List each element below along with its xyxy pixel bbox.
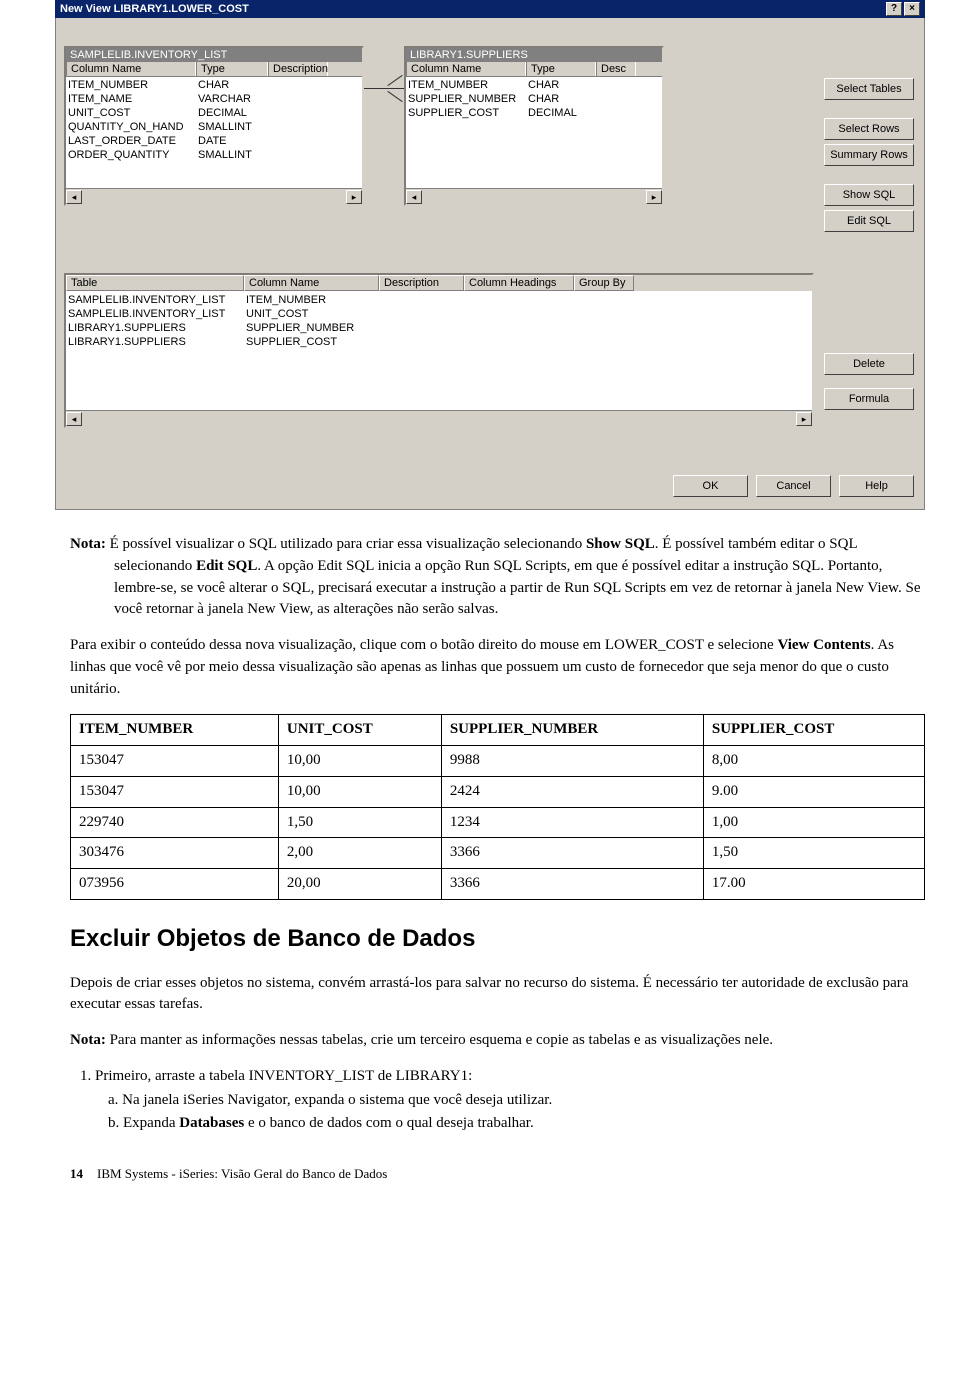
column-header[interactable]: Column Headings xyxy=(464,275,574,291)
column-header[interactable]: Column Name xyxy=(406,62,526,76)
panel-rows[interactable]: ITEM_NUMBERCHARSUPPLIER_NUMBERCHARSUPPLI… xyxy=(406,77,662,121)
scrollbar-horizontal[interactable]: ◂ ▸ xyxy=(66,410,812,426)
table-header-row: ITEM_NUMBERUNIT_COSTSUPPLIER_NUMBERSUPPL… xyxy=(71,715,925,746)
join-connector-line xyxy=(387,75,402,86)
suppliers-panel: LIBRARY1.SUPPLIERS Column NameTypeDesc I… xyxy=(404,46,664,206)
close-icon[interactable]: × xyxy=(904,2,920,16)
column-header[interactable]: Table xyxy=(66,275,244,291)
table-row: 2297401,5012341,00 xyxy=(71,807,925,838)
scrollbar-horizontal[interactable]: ◂ ▸ xyxy=(406,188,662,204)
help-button[interactable]: Help xyxy=(839,475,914,497)
column-header[interactable]: Column Name xyxy=(244,275,379,291)
select-rows-button[interactable]: Select Rows xyxy=(824,118,914,140)
body-paragraph: Para exibir o conteúdo dessa nova visual… xyxy=(70,635,925,700)
formula-button[interactable]: Formula xyxy=(824,388,914,410)
table-header-cell: UNIT_COST xyxy=(278,715,441,746)
page-number: 14 xyxy=(70,1166,83,1181)
delete-button[interactable]: Delete xyxy=(824,353,914,375)
nota-label: Nota: xyxy=(70,536,106,552)
dialog-buttons: OK Cancel Help xyxy=(673,475,914,497)
grid-rows[interactable]: SAMPLELIB.INVENTORY_LISTITEM_NUMBERSAMPL… xyxy=(66,291,812,351)
step-subitem: b. Expanda Databases e o banco de dados … xyxy=(70,1113,925,1135)
table-row: 07395620,00336617.00 xyxy=(71,869,925,900)
scroll-left-icon[interactable]: ◂ xyxy=(66,412,82,426)
panel-title: LIBRARY1.SUPPLIERS xyxy=(406,48,662,62)
window-title: New View LIBRARY1.LOWER_COST xyxy=(60,3,884,15)
titlebar: New View LIBRARY1.LOWER_COST ? × xyxy=(55,0,925,18)
grid-header: TableColumn NameDescriptionColumn Headin… xyxy=(66,275,812,291)
column-header[interactable]: Description xyxy=(268,62,328,76)
column-header[interactable]: Desc xyxy=(596,62,636,76)
page-footer: 14 IBM Systems - iSeries: Visão Geral do … xyxy=(70,1165,925,1184)
cancel-button[interactable]: Cancel xyxy=(756,475,831,497)
panel-header: Column NameTypeDescription xyxy=(66,62,362,77)
table-row: 15304710,0024249.00 xyxy=(71,776,925,807)
table-row[interactable]: ORDER_QUANTITYSMALLINT xyxy=(68,148,360,162)
table-row[interactable]: UNIT_COSTDECIMAL xyxy=(68,106,360,120)
table-row[interactable]: SUPPLIER_NUMBERCHAR xyxy=(408,92,660,106)
column-header[interactable]: Type xyxy=(526,62,596,76)
inventory-list-panel: SAMPLELIB.INVENTORY_LIST Column NameType… xyxy=(64,46,364,206)
help-icon[interactable]: ? xyxy=(886,2,902,16)
table-row[interactable]: SAMPLELIB.INVENTORY_LISTITEM_NUMBER xyxy=(68,293,810,307)
selected-columns-grid: TableColumn NameDescriptionColumn Headin… xyxy=(64,273,814,428)
document-content: Nota: É possível visualizar o SQL utiliz… xyxy=(70,534,925,1184)
nota-label: Nota: xyxy=(70,1032,106,1048)
new-view-dialog: New View LIBRARY1.LOWER_COST ? × SAMPLEL… xyxy=(55,0,925,510)
scrollbar-horizontal[interactable]: ◂ ▸ xyxy=(66,188,362,204)
nota-paragraph: Nota: Para manter as informações nessas … xyxy=(70,1030,925,1052)
step-subitem: a. Na janela iSeries Navigator, expanda … xyxy=(70,1090,925,1112)
summary-rows-button[interactable]: Summary Rows xyxy=(824,144,914,166)
panel-title: SAMPLELIB.INVENTORY_LIST xyxy=(66,48,362,62)
step-item: 1. Primeiro, arraste a tabela INVENTORY_… xyxy=(70,1066,925,1088)
table-header-cell: ITEM_NUMBER xyxy=(71,715,279,746)
table-header-cell: SUPPLIER_NUMBER xyxy=(441,715,703,746)
dialog-body: SAMPLELIB.INVENTORY_LIST Column NameType… xyxy=(55,18,925,510)
table-row[interactable]: ITEM_NAMEVARCHAR xyxy=(68,92,360,106)
table-header-cell: SUPPLIER_COST xyxy=(703,715,924,746)
results-table: ITEM_NUMBERUNIT_COSTSUPPLIER_NUMBERSUPPL… xyxy=(70,714,925,900)
nota-paragraph: Nota: É possível visualizar o SQL utiliz… xyxy=(70,534,925,621)
table-row[interactable]: LAST_ORDER_DATEDATE xyxy=(68,134,360,148)
table-row[interactable]: SUPPLIER_COSTDECIMAL xyxy=(408,106,660,120)
numbered-steps: 1. Primeiro, arraste a tabela INVENTORY_… xyxy=(70,1066,925,1135)
select-tables-button[interactable]: Select Tables xyxy=(824,78,914,100)
panel-header: Column NameTypeDesc xyxy=(406,62,662,77)
table-row[interactable]: ITEM_NUMBERCHAR xyxy=(408,78,660,92)
panel-rows[interactable]: ITEM_NUMBERCHARITEM_NAMEVARCHARUNIT_COST… xyxy=(66,77,362,163)
table-row[interactable]: ITEM_NUMBERCHAR xyxy=(68,78,360,92)
column-header[interactable]: Group By xyxy=(574,275,634,291)
show-sql-button[interactable]: Show SQL xyxy=(824,184,914,206)
table-row: 15304710,0099888,00 xyxy=(71,746,925,777)
table-row: 3034762,0033661,50 xyxy=(71,838,925,869)
scroll-left-icon[interactable]: ◂ xyxy=(66,190,82,204)
scroll-left-icon[interactable]: ◂ xyxy=(406,190,422,204)
scroll-right-icon[interactable]: ▸ xyxy=(346,190,362,204)
join-connector-line xyxy=(364,88,404,89)
table-row[interactable]: QUANTITY_ON_HANDSMALLINT xyxy=(68,120,360,134)
table-row[interactable]: LIBRARY1.SUPPLIERSSUPPLIER_NUMBER xyxy=(68,321,810,335)
ok-button[interactable]: OK xyxy=(673,475,748,497)
column-header[interactable]: Type xyxy=(196,62,268,76)
column-header[interactable]: Column Name xyxy=(66,62,196,76)
edit-sql-button[interactable]: Edit SQL xyxy=(824,210,914,232)
body-paragraph: Depois de criar esses objetos no sistema… xyxy=(70,973,925,1017)
section-heading: Excluir Objetos de Banco de Dados xyxy=(70,922,925,957)
scroll-right-icon[interactable]: ▸ xyxy=(796,412,812,426)
footer-text: IBM Systems - iSeries: Visão Geral do Ba… xyxy=(97,1166,387,1181)
join-connector-line xyxy=(387,91,402,102)
scroll-right-icon[interactable]: ▸ xyxy=(646,190,662,204)
column-header[interactable]: Description xyxy=(379,275,464,291)
table-row[interactable]: LIBRARY1.SUPPLIERSSUPPLIER_COST xyxy=(68,335,810,349)
table-row[interactable]: SAMPLELIB.INVENTORY_LISTUNIT_COST xyxy=(68,307,810,321)
